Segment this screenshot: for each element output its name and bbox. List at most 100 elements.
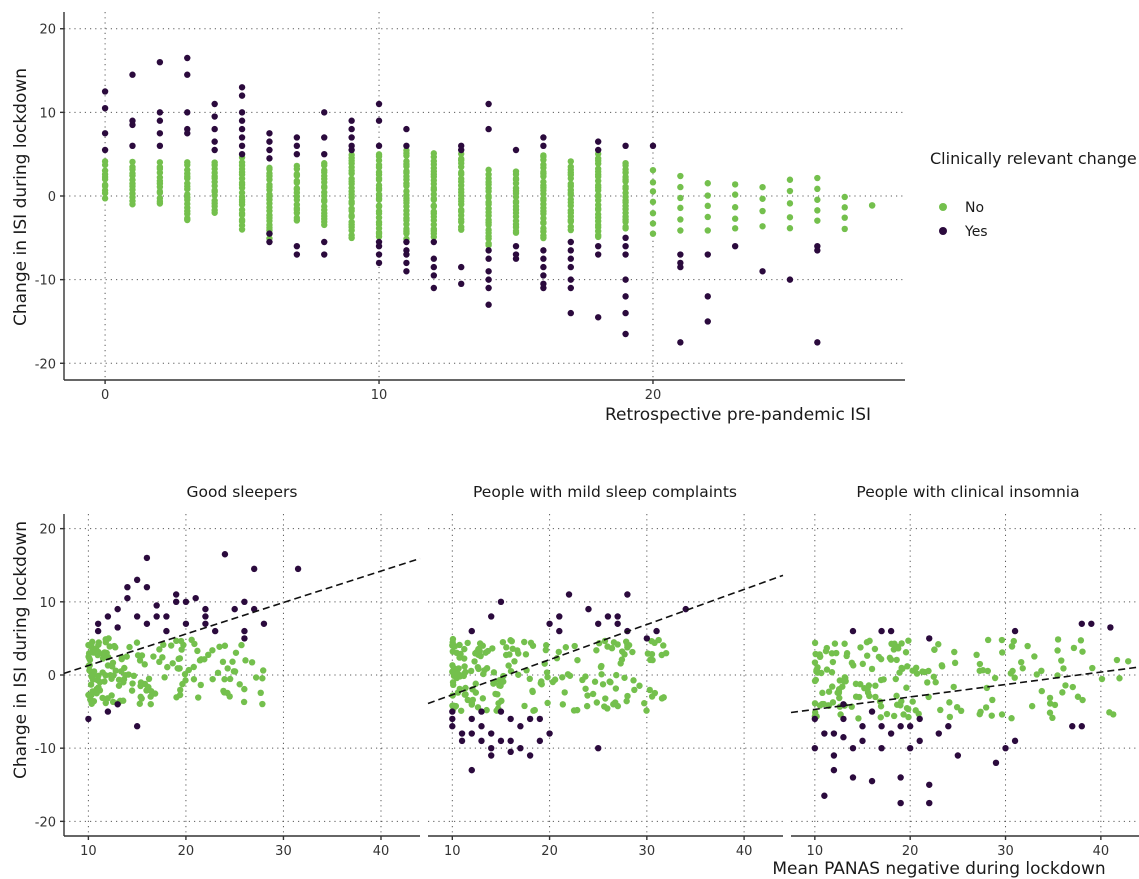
point-no [658, 651, 665, 659]
point-yes [840, 715, 847, 723]
point-no [567, 223, 574, 230]
point-no [147, 700, 154, 708]
point-no [375, 151, 383, 158]
point-no [555, 648, 562, 656]
point-no [375, 218, 383, 226]
point-no [106, 643, 113, 650]
point-yes [403, 142, 410, 150]
point-no [229, 658, 236, 665]
point-yes [485, 276, 492, 283]
point-no [660, 642, 667, 649]
point-yes [156, 130, 164, 137]
point-no [811, 700, 819, 707]
point-yes [704, 293, 711, 300]
point-no [238, 641, 245, 649]
point-no [321, 203, 328, 210]
point-yes [321, 134, 328, 141]
point-no [931, 646, 938, 653]
point-no [898, 698, 905, 705]
point-no [456, 654, 463, 661]
point-no [122, 671, 129, 679]
point-no [450, 681, 457, 689]
point-yes [182, 620, 190, 627]
point-yes [682, 605, 689, 613]
point-yes [85, 715, 92, 723]
point-yes [830, 752, 838, 759]
point-yes [133, 576, 141, 584]
point-yes [321, 238, 328, 246]
x-tick-label: 10 [444, 844, 461, 859]
point-no [957, 707, 965, 715]
point-yes [403, 268, 410, 275]
point-no [621, 651, 628, 658]
point-no [176, 655, 184, 662]
point-no [594, 155, 602, 162]
point-no [231, 668, 239, 675]
point-no [988, 712, 995, 719]
point-no [1019, 665, 1026, 672]
point-no [836, 694, 843, 702]
point-yes [468, 766, 475, 774]
point-yes [375, 117, 383, 124]
point-yes [512, 242, 520, 250]
point-no [348, 218, 355, 226]
point-yes [375, 142, 383, 150]
point-no [614, 641, 621, 648]
legend-swatch-no [939, 203, 947, 211]
point-no [236, 681, 243, 688]
point-no [612, 685, 620, 692]
point-yes [238, 92, 246, 99]
point-no [167, 642, 175, 649]
point-no [1009, 667, 1016, 675]
point-no [843, 652, 850, 660]
point-no [841, 214, 848, 221]
point-no [599, 681, 607, 688]
point-no [852, 680, 860, 688]
point-no [561, 689, 568, 696]
y-tick-label: 20 [39, 23, 56, 38]
point-no [583, 702, 591, 710]
point-no [500, 678, 507, 685]
point-yes [594, 314, 602, 321]
point-no [602, 695, 609, 702]
point-no [871, 645, 879, 653]
point-no [221, 676, 228, 683]
point-no [1069, 683, 1076, 691]
point-no [169, 660, 176, 667]
point-no [1051, 701, 1059, 709]
point-no [677, 172, 684, 180]
point-no [887, 656, 895, 663]
point-yes [567, 247, 574, 254]
point-no [1110, 711, 1117, 718]
point-no [641, 700, 648, 707]
x-tick-label: 30 [639, 844, 656, 859]
point-yes [536, 715, 544, 723]
point-yes [348, 117, 355, 124]
point-no [449, 642, 456, 649]
y-tick-label: -20 [35, 815, 56, 830]
point-yes [677, 263, 684, 271]
point-no [490, 669, 498, 676]
point-no [811, 659, 819, 666]
point-yes [488, 613, 495, 620]
point-yes [821, 792, 828, 799]
point-yes [485, 247, 492, 254]
point-yes [485, 255, 492, 262]
point-no [480, 670, 487, 678]
legend: Clinically relevant change No Yes [930, 149, 1137, 240]
point-no [259, 675, 266, 682]
point-no [540, 152, 547, 159]
point-no [828, 650, 836, 657]
point-no [894, 643, 902, 651]
point-no [857, 644, 864, 651]
point-yes [430, 238, 438, 246]
point-no [485, 166, 492, 174]
point-no [704, 180, 711, 187]
point-no [872, 682, 879, 689]
point-no [864, 689, 872, 696]
point-yes [468, 715, 475, 723]
point-no [998, 636, 1006, 644]
point-yes [485, 100, 492, 108]
facet-y-axis-title: Change in ISI during lockdown [11, 521, 31, 779]
point-no [877, 655, 885, 663]
